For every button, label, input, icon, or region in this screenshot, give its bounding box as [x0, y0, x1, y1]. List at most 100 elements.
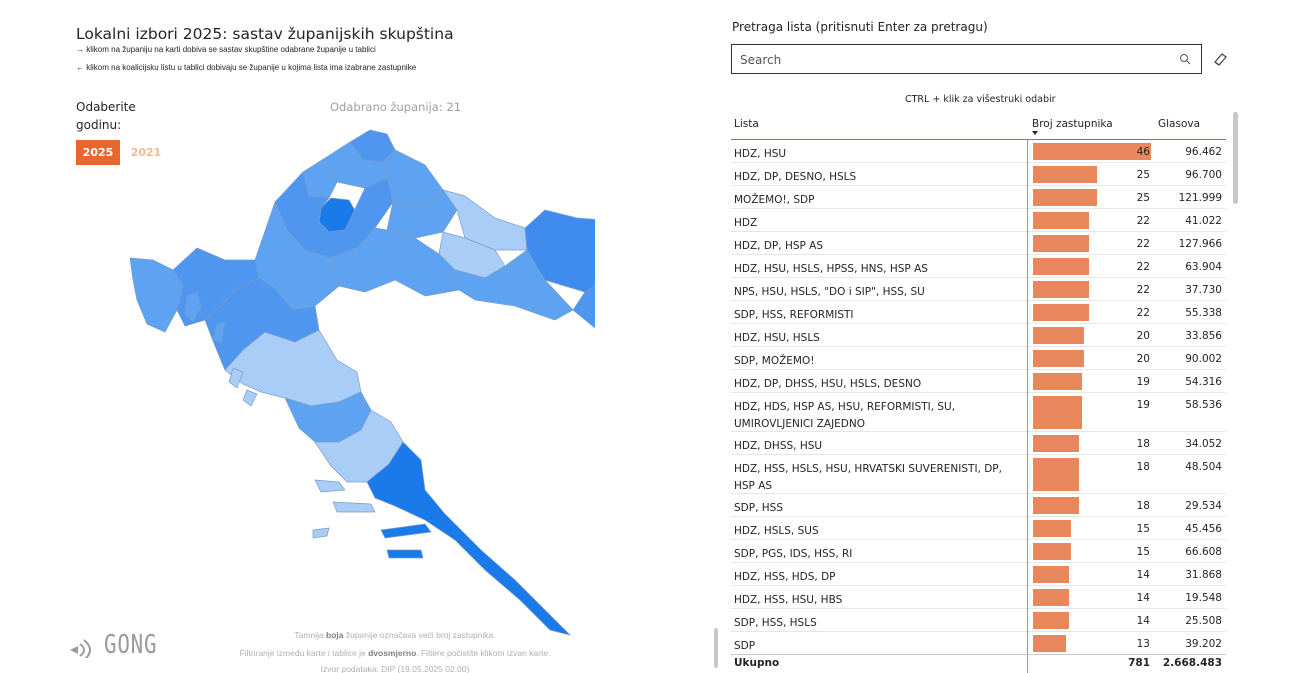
row-seats-bar	[1033, 612, 1069, 629]
table-row[interactable]: SDP, MOŽEMO! 20 90.002	[731, 347, 1226, 370]
row-seats-bar	[1033, 189, 1097, 206]
row-list-name: NPS, HSU, HSLS, "DO i SIP", HSS, SU	[734, 286, 925, 298]
table-row[interactable]: HDZ, DP, DHSS, HSU, HSLS, DESNO 19 54.316	[731, 370, 1226, 393]
row-votes: 127.966	[1178, 238, 1222, 250]
row-seats-bar	[1033, 566, 1069, 583]
filter-note: Filtriranje između karte i tablice je dv…	[239, 648, 551, 658]
county-brod-posavina[interactable]	[454, 249, 574, 321]
table-row[interactable]: HDZ, HDS, HSP AS, HSU, REFORMISTI, SU, U…	[731, 393, 1226, 432]
row-seats-bar	[1033, 235, 1089, 252]
row-votes: 54.316	[1185, 376, 1222, 388]
row-votes: 34.052	[1185, 438, 1222, 450]
year-2021-button[interactable]: 2021	[130, 146, 162, 159]
county-vukovar-srijem[interactable]	[572, 278, 595, 329]
table-row[interactable]: SDP, HSS 18 29.534	[731, 494, 1226, 517]
row-list-name: HDZ, DP, DESNO, HSLS	[734, 171, 857, 183]
table-row[interactable]: HDZ, HSS, HSU, HBS 14 19.548	[731, 586, 1226, 609]
row-seats-bar	[1033, 458, 1079, 491]
search-label: Pretraga lista (pritisnuti Enter za pret…	[732, 20, 988, 34]
row-votes: 58.536	[1185, 399, 1222, 411]
row-list-name: HDZ, DP, DHSS, HSU, HSLS, DESNO	[734, 378, 922, 390]
table-row[interactable]: HDZ, HSLS, SUS 15 45.456	[731, 517, 1226, 540]
row-seats: 13	[1136, 638, 1150, 650]
table-row[interactable]: SDP, HSS, HSLS 14 25.508	[731, 609, 1226, 632]
table-row[interactable]: MOŽEMO!, SDP 25 121.999	[731, 186, 1226, 209]
row-seats-bar	[1033, 143, 1151, 160]
row-seats: 14	[1136, 592, 1150, 604]
eraser-icon[interactable]	[1212, 51, 1228, 67]
table-row[interactable]: HDZ, DP, DESNO, HSLS 25 96.700	[731, 163, 1226, 186]
selected-counties-label: Odabrano županija: 21	[330, 100, 462, 114]
row-votes: 63.904	[1185, 261, 1222, 273]
column-divider	[1027, 139, 1028, 673]
row-seats: 18	[1136, 461, 1150, 473]
column-header-lista[interactable]: Lista	[734, 118, 759, 130]
row-seats: 25	[1136, 169, 1150, 181]
column-header-broj-zastupnika[interactable]: Broj zastupnika	[1032, 118, 1113, 130]
row-seats-bar	[1033, 350, 1084, 367]
row-list-name: HDZ, DHSS, HSU	[734, 440, 823, 452]
megaphone-icon	[70, 639, 91, 658]
row-seats: 46	[1136, 146, 1150, 158]
table-row[interactable]: HDZ, HSS, HDS, DP 14 31.868	[731, 563, 1226, 586]
row-seats: 18	[1136, 438, 1150, 450]
sort-descending-icon	[1032, 131, 1038, 135]
row-seats-bar	[1033, 258, 1089, 275]
table-row[interactable]: HDZ 22 41.022	[731, 209, 1226, 232]
row-seats: 22	[1136, 284, 1150, 296]
row-votes: 19.548	[1185, 592, 1222, 604]
table-scrollbar[interactable]	[1233, 112, 1238, 204]
search-input[interactable]	[740, 51, 1160, 69]
left-scrollbar[interactable]	[714, 628, 718, 668]
county-sisak-moslavina[interactable]	[329, 227, 460, 297]
row-list-name: SDP	[734, 640, 756, 652]
county-istria[interactable]	[129, 257, 184, 333]
row-list-name: HDZ, HSLS, SUS	[734, 525, 819, 537]
year-2025-button[interactable]: 2025	[76, 140, 120, 165]
row-seats-bar	[1033, 635, 1066, 652]
row-list-name: HDZ, HSU	[734, 148, 787, 160]
search-icon[interactable]	[1179, 53, 1191, 65]
row-votes: 29.534	[1185, 500, 1222, 512]
logo-text: GONG	[104, 630, 158, 660]
county-zadar[interactable]	[224, 329, 362, 407]
row-votes: 96.700	[1185, 169, 1222, 181]
table-row[interactable]: NPS, HSU, HSLS, "DO i SIP", HSS, SU 22 37.…	[731, 278, 1226, 301]
table-row[interactable]: HDZ, HSU 46 96.462	[731, 140, 1226, 163]
row-votes: 41.022	[1185, 215, 1222, 227]
row-votes: 48.504	[1185, 461, 1222, 473]
row-seats: 20	[1136, 353, 1150, 365]
row-seats: 22	[1136, 215, 1150, 227]
column-header-glasova[interactable]: Glasova	[1158, 118, 1201, 130]
row-votes: 45.456	[1185, 523, 1222, 535]
table-row[interactable]: SDP 13 39.202	[731, 632, 1226, 652]
total-votes: 2.668.483	[1162, 657, 1222, 669]
instruction-map: → klikom na županiju na karti dobiva se …	[76, 45, 376, 54]
county-dubrovnik-neretva[interactable]	[366, 441, 571, 636]
row-seats: 19	[1136, 376, 1150, 388]
row-list-name: HDZ, HSS, HSLS, HSU, HRVATSKI SUVERENIST…	[734, 463, 1002, 492]
table-row[interactable]: HDZ, DP, HSP AS 22 127.966	[731, 232, 1226, 255]
table-row[interactable]: HDZ, HSU, HSLS 20 33.856	[731, 324, 1226, 347]
row-votes: 96.462	[1185, 146, 1222, 158]
row-list-name: MOŽEMO!, SDP	[734, 194, 815, 206]
table-row[interactable]: SDP, HSS, REFORMISTI 22 55.338	[731, 301, 1226, 324]
row-list-name: HDZ, HSS, HSU, HBS	[734, 594, 843, 606]
row-seats: 14	[1136, 615, 1150, 627]
table-total-row: Ukupno 781 2.668.483	[731, 654, 1226, 673]
table-row[interactable]: SDP, PGS, IDS, HSS, RI 15 66.608	[731, 540, 1226, 563]
row-seats-bar	[1033, 589, 1069, 606]
croatia-county-map[interactable]	[125, 110, 595, 645]
table-row[interactable]: HDZ, DHSS, HSU 18 34.052	[731, 432, 1226, 455]
row-seats: 22	[1136, 261, 1150, 273]
total-label: Ukupno	[734, 657, 780, 669]
row-seats-bar	[1033, 497, 1079, 514]
row-list-name: HDZ	[734, 217, 758, 229]
table-row[interactable]: HDZ, HSU, HSLS, HPSS, HNS, HSP AS 22 63.90…	[731, 255, 1226, 278]
table-row[interactable]: HDZ, HSS, HSLS, HSU, HRVATSKI SUVERENIST…	[731, 455, 1226, 494]
row-seats-bar	[1033, 212, 1089, 229]
row-seats-bar	[1033, 435, 1079, 452]
row-seats: 20	[1136, 330, 1150, 342]
row-list-name: SDP, PGS, IDS, HSS, RI	[734, 548, 853, 560]
row-votes: 55.338	[1185, 307, 1222, 319]
